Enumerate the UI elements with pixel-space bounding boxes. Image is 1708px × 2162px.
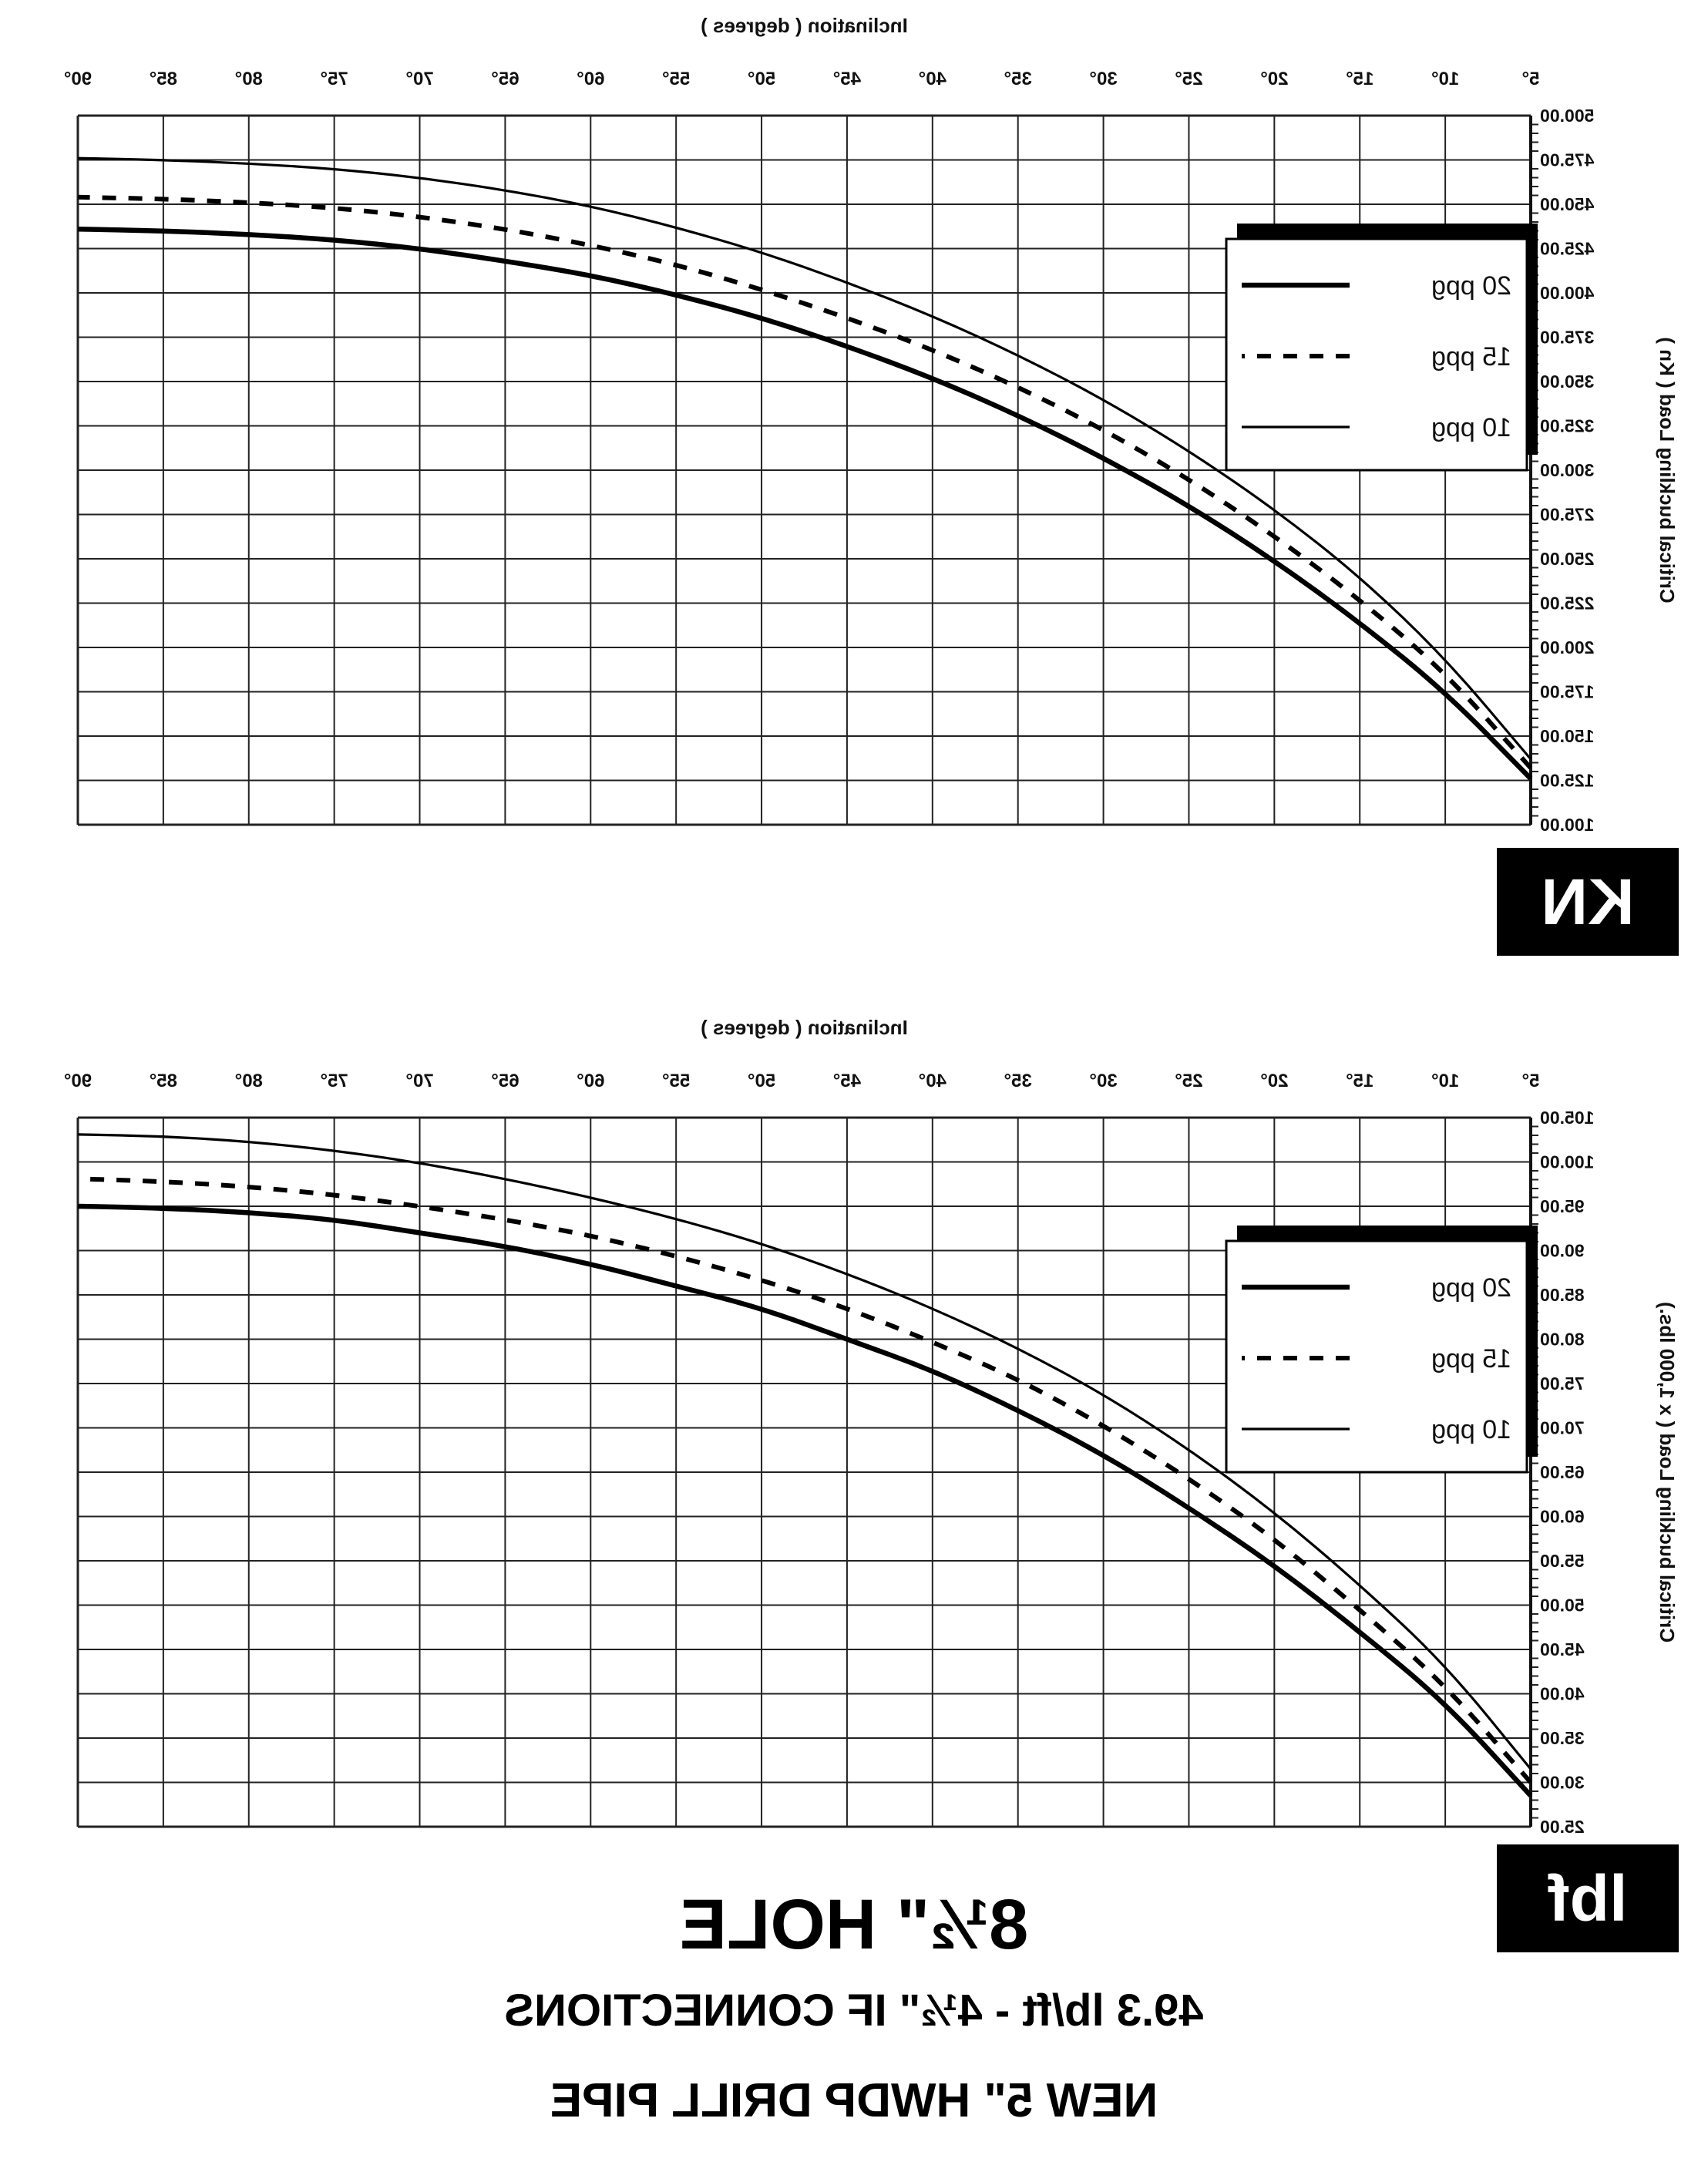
x-tick-label: 40° [919, 69, 946, 89]
y-tick-label: 70.00 [1540, 1418, 1585, 1438]
y-tick-label: 25.00 [1540, 1817, 1585, 1834]
y-tick-label: 500.00 [1540, 106, 1594, 126]
x-tick-label: 70° [405, 1071, 433, 1091]
unit-badge-kn: KN [1497, 848, 1679, 956]
x-tick-label: 90° [64, 1071, 92, 1091]
series-line-10-ppg [77, 156, 1532, 760]
y-tick-label: 35.00 [1540, 1728, 1585, 1748]
x-tick-label: 20° [1260, 69, 1288, 89]
x-tick-label: 45° [833, 69, 861, 89]
x-axis-title: Inclination ( degrees ) [701, 1016, 908, 1039]
y-tick-label: 350.00 [1540, 372, 1594, 392]
x-tick-label: 60° [577, 69, 604, 89]
series-line-15-ppg [77, 1176, 1533, 1784]
y-tick-label: 100.00 [1540, 1152, 1594, 1172]
x-tick-label: 80° [235, 1071, 263, 1091]
x-tick-label: 75° [320, 1071, 348, 1091]
x-tick-label: 30° [1089, 69, 1117, 89]
legend-label: 10 ppg [1431, 1415, 1511, 1444]
y-tick-label: 275.00 [1540, 505, 1594, 525]
series-line-20-ppg [77, 226, 1533, 781]
y-tick-label: 425.00 [1540, 239, 1594, 259]
legend-box [1225, 237, 1528, 472]
x-tick-label: 55° [662, 1071, 690, 1091]
x-tick-label: 15° [1346, 1071, 1373, 1091]
x-tick-label: 25° [1175, 1071, 1202, 1091]
series-line-20-ppg [77, 1203, 1533, 1797]
y-tick-label: 45.00 [1540, 1639, 1585, 1659]
pipe-type-title: NEW 5" HWDP DRILL PIPE [550, 2074, 1158, 2127]
x-tick-label: 80° [235, 69, 263, 89]
pipe-weight-subtitle: 49.3 lb/ft - 4½" IF CONNECTIONS [504, 1985, 1204, 2036]
y-tick-label: 30.00 [1540, 1773, 1585, 1793]
legend-label: 10 ppg [1431, 413, 1511, 442]
x-tick-label: 35° [1004, 69, 1032, 89]
x-tick-label: 10° [1431, 1071, 1459, 1091]
y-tick-label: 150.00 [1540, 726, 1594, 746]
legend-label: 15 ppg [1431, 1344, 1511, 1374]
x-tick-label: 90° [64, 69, 92, 89]
legend-label: 20 ppg [1431, 1273, 1511, 1303]
series-line-10-ppg [77, 1133, 1532, 1770]
y-tick-label: 375.00 [1540, 328, 1594, 348]
x-tick-label: 40° [919, 1071, 946, 1091]
y-tick-label: 125.00 [1540, 771, 1594, 791]
y-tick-label: 80.00 [1540, 1330, 1585, 1350]
x-tick-label: 15° [1346, 69, 1373, 89]
x-tick-label: 50° [748, 69, 775, 89]
x-tick-label: 65° [491, 1071, 519, 1091]
x-tick-label: 10° [1431, 69, 1459, 89]
y-tick-label: 325.00 [1540, 416, 1594, 436]
y-tick-label: 40.00 [1540, 1684, 1585, 1704]
y-tick-label: 100.00 [1540, 815, 1594, 832]
chart-critical-load-kn: Inclination ( degrees ) Critical buckling… [64, 14, 1679, 832]
x-tick-label: 60° [577, 1071, 604, 1091]
legend-box [1225, 1239, 1528, 1474]
y-tick-label: 65.00 [1540, 1462, 1585, 1482]
x-tick-label: 5° [1522, 1071, 1540, 1091]
legend-label: 15 ppg [1431, 342, 1511, 372]
y-tick-label: 95.00 [1540, 1196, 1585, 1216]
x-tick-label: 45° [833, 1071, 861, 1091]
x-tick-label: 85° [150, 1071, 177, 1091]
y-tick-label: 60.00 [1540, 1507, 1585, 1527]
y-tick-label: 450.00 [1540, 194, 1594, 214]
y-tick-label: 475.00 [1540, 150, 1594, 170]
x-tick-label: 35° [1004, 1071, 1032, 1091]
y-tick-label: 50.00 [1540, 1595, 1585, 1616]
x-axis-title: Inclination ( degrees ) [701, 14, 908, 37]
x-tick-label: 75° [320, 69, 348, 89]
y-tick-label: 75.00 [1540, 1374, 1585, 1394]
x-tick-label: 5° [1522, 69, 1540, 89]
y-axis-title: Critical buckling Load ( Kn ) [1656, 337, 1679, 603]
y-tick-label: 105.00 [1540, 1108, 1594, 1128]
y-tick-label: 400.00 [1540, 283, 1594, 303]
y-axis-title: Critical buckling Load ( x 1,000 lbs.) [1656, 1302, 1679, 1643]
x-tick-label: 30° [1089, 1071, 1117, 1091]
x-tick-label: 55° [662, 69, 690, 89]
hole-size-title: 8½" HOLE [679, 1885, 1029, 1964]
series-line-15-ppg [77, 194, 1533, 770]
x-tick-label: 85° [150, 69, 177, 89]
y-tick-label: 55.00 [1540, 1551, 1585, 1571]
legend-label: 20 ppg [1431, 271, 1511, 301]
x-tick-label: 20° [1260, 1071, 1288, 1091]
y-tick-label: 175.00 [1540, 682, 1594, 702]
y-tick-label: 200.00 [1540, 637, 1594, 657]
chart-critical-load-lbf: Inclination ( degrees ) Critical buckling… [64, 1016, 1679, 1834]
x-tick-label: 70° [405, 69, 433, 89]
x-tick-label: 25° [1175, 69, 1202, 89]
y-tick-label: 225.00 [1540, 593, 1594, 614]
y-tick-label: 85.00 [1540, 1285, 1585, 1305]
y-tick-label: 300.00 [1540, 460, 1594, 480]
x-tick-label: 50° [748, 1071, 775, 1091]
y-tick-label: 250.00 [1540, 549, 1594, 569]
x-tick-label: 65° [491, 69, 519, 89]
y-tick-label: 90.00 [1540, 1241, 1585, 1261]
